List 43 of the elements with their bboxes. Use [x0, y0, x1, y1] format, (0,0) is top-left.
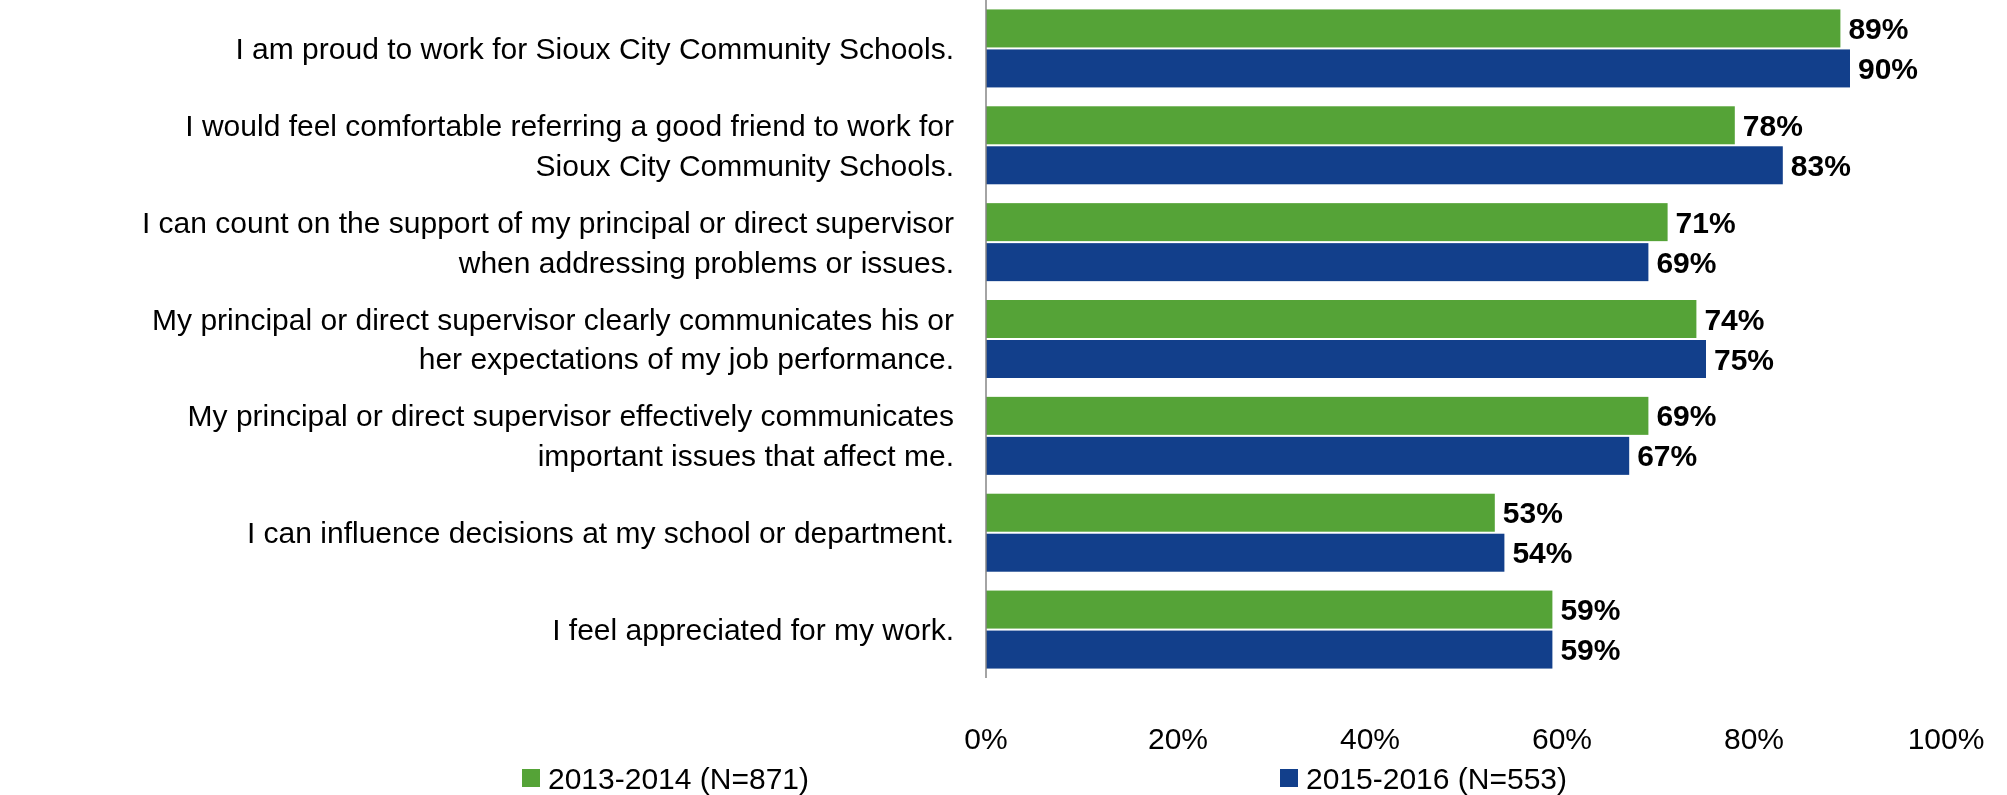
data-label: 67% [1637, 439, 1698, 473]
data-label: 54% [1512, 536, 1573, 570]
bar [986, 243, 1649, 282]
bar [986, 340, 1706, 378]
data-label: 59% [1560, 633, 1621, 667]
data-label: 89% [1848, 11, 1909, 45]
bar [986, 630, 1553, 669]
bar [986, 590, 1553, 629]
y-tick-label: My principal or direct supervisor clearly communicates his or her expectations of my job performance. [152, 302, 954, 376]
bar [986, 9, 1841, 48]
bar [986, 146, 1783, 185]
x-tick-label: 20% [1147, 721, 1209, 755]
data-label: 69% [1656, 399, 1717, 433]
bar [986, 436, 1630, 475]
bar [986, 106, 1735, 145]
bar [986, 493, 1495, 532]
y-tick-label: I feel appreciated for my work. [552, 613, 954, 647]
y-tick-label: I can influence decisions at my school or department. [246, 516, 954, 550]
bar [986, 203, 1668, 242]
data-label: 90% [1858, 51, 1919, 85]
data-label: 53% [1502, 496, 1563, 530]
x-tick-label: 60% [1531, 721, 1593, 755]
bar [986, 396, 1649, 435]
x-tick-label: 0% [964, 721, 1008, 755]
y-tick-label: I would feel comfortable referring a good friend to work for Sioux City Community Schools. [185, 108, 954, 182]
bar [986, 300, 1697, 338]
data-label: 74% [1704, 302, 1765, 336]
x-tick-label: 100% [1907, 721, 1985, 755]
data-label: 59% [1560, 593, 1621, 627]
data-label: 71% [1675, 205, 1736, 239]
data-label: 75% [1714, 342, 1775, 376]
y-tick-label: I am proud to work for Sioux City Community Schools. [235, 31, 954, 65]
data-label: 69% [1656, 245, 1717, 279]
legend-label: 2013-2014 (N=871) [548, 761, 810, 795]
legend-label: 2015-2016 (N=553) [1306, 761, 1568, 795]
bar [986, 49, 1850, 88]
data-label: 83% [1790, 148, 1851, 182]
x-tick-label: 80% [1723, 721, 1785, 755]
y-tick-label: I can count on the support of my principal or direct supervisor when addressing problems or issues. [141, 205, 954, 279]
bar [986, 533, 1505, 572]
y-tick-label: My principal or direct supervisor effectively communicates important issues that affect me. [187, 399, 954, 473]
x-tick-label: 40% [1339, 721, 1401, 755]
data-label: 78% [1742, 108, 1803, 142]
